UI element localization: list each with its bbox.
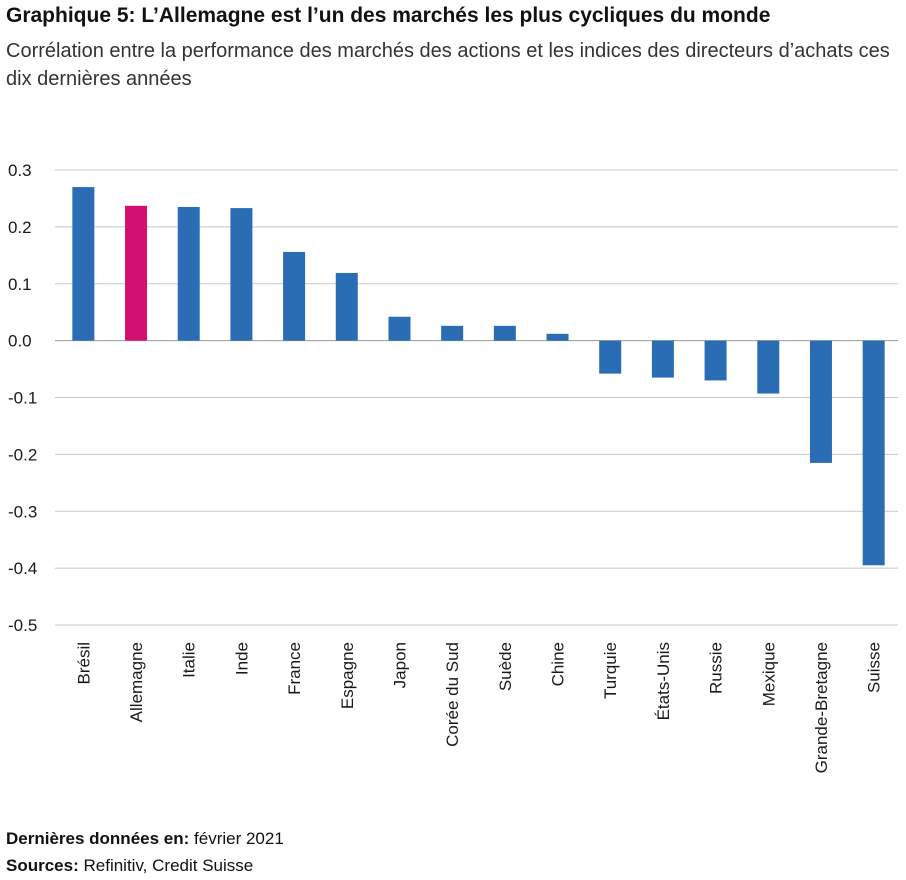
- x-tick-label: Grande-Bretagne: [812, 642, 831, 773]
- bar-11: [651, 340, 674, 378]
- x-tick-label: Suède: [496, 642, 515, 691]
- bar-6: [388, 316, 411, 341]
- x-tick-label: Mexique: [759, 642, 778, 706]
- x-tick-label: Inde: [232, 642, 251, 675]
- y-tick-label: -0.3: [8, 502, 37, 521]
- y-tick-label: -0.4: [8, 559, 37, 578]
- x-tick-label: Brésil: [74, 642, 93, 685]
- bar-9: [546, 333, 569, 341]
- bar-5: [335, 272, 358, 341]
- x-tick-label: Japon: [390, 642, 409, 688]
- y-tick-label: 0.3: [8, 161, 32, 180]
- bar-8: [493, 325, 516, 341]
- chart-title: Graphique 5: L’Allemagne est l’un des ma…: [6, 4, 771, 27]
- bar-12: [704, 340, 727, 381]
- last-data-value: février 2021: [194, 829, 284, 848]
- x-tick-label: Russie: [707, 642, 726, 694]
- x-tick-label: Turquie: [601, 642, 620, 699]
- bar-2: [177, 206, 200, 341]
- sources-note: Sources: Refinitiv, Credit Suisse: [6, 856, 253, 876]
- last-data-note: Dernières données en: février 2021: [6, 829, 284, 849]
- bar-10: [599, 340, 622, 374]
- x-tick-label: Allemagne: [127, 642, 146, 722]
- bar-13: [757, 340, 780, 394]
- y-tick-label: 0.1: [8, 275, 32, 294]
- y-tick-label: -0.2: [8, 445, 37, 464]
- x-tick-label: Italie: [180, 642, 199, 678]
- bar-1: [125, 205, 148, 341]
- sources-value: Refinitiv, Credit Suisse: [83, 856, 254, 875]
- bar-15: [862, 340, 885, 566]
- bar-7: [441, 325, 464, 341]
- y-tick-label: -0.5: [8, 616, 37, 635]
- x-tick-label: États-Unis: [654, 642, 673, 720]
- bar-3: [230, 208, 253, 341]
- bars: [72, 187, 885, 566]
- y-tick-label: 0.2: [8, 218, 32, 237]
- x-tick-label: France: [285, 642, 304, 695]
- x-tick-label: Corée du Sud: [443, 642, 462, 747]
- y-tick-label: -0.1: [8, 389, 37, 408]
- last-data-label: Dernières données en:: [6, 829, 195, 848]
- x-tick-label: Espagne: [338, 642, 357, 709]
- bar-4: [283, 251, 306, 341]
- x-axis-tick-labels: Brésil Allemagne Italie Inde France Espagne Ja…: [74, 642, 883, 773]
- chart-subtitle: Corrélation entre la performance des mar…: [6, 40, 890, 90]
- bar-14: [809, 340, 832, 463]
- y-tick-label: 0.0: [8, 332, 32, 351]
- sources-label: Sources:: [6, 856, 84, 875]
- y-axis-tick-labels: 0.3 0.2 0.1 0.0 -0.1 -0.2 -0.3 -0.4 -0.5: [8, 161, 37, 635]
- bar-0: [72, 187, 95, 341]
- bar-chart: 0.3 0.2 0.1 0.0 -0.1 -0.2 -0.3 -0.4 -0.5 Brésil A…: [8, 161, 898, 773]
- x-tick-label: Suisse: [865, 642, 884, 693]
- x-tick-label: Chine: [549, 642, 568, 686]
